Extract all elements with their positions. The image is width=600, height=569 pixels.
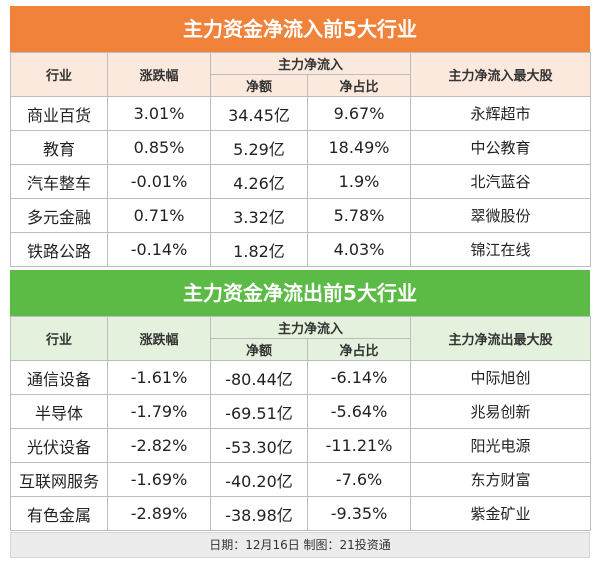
table-row: 通信设备 -1.61% -80.44亿 -6.14% 中际旭创 [10, 360, 592, 395]
ratio-cell: 4.03% [306, 232, 412, 267]
industry-cell: 半导体 [10, 394, 108, 429]
industry-cell: 汽车整车 [10, 164, 108, 199]
stock-cell: 中公教育 [410, 130, 592, 165]
industry-cell: 商业百货 [10, 96, 108, 131]
col-header-net-group: 主力净流入 [209, 52, 412, 75]
industry-cell: 多元金融 [10, 198, 108, 233]
col-header-top-stock: 主力净流入最大股 [410, 52, 592, 97]
col-header-change: 涨跌幅 [107, 52, 211, 97]
change-cell: -0.14% [107, 232, 211, 267]
stock-cell: 中际旭创 [410, 360, 592, 395]
col-header-change: 涨跌幅 [107, 316, 211, 361]
table-row: 汽车整车 -0.01% 4.26亿 1.9% 北汽蓝谷 [10, 164, 592, 199]
amount-cell: 1.82亿 [210, 232, 308, 267]
amount-cell: 5.29亿 [210, 130, 308, 165]
table-row: 有色金属 -2.89% -38.98亿 -9.35% 紫金矿业 [10, 496, 592, 531]
table-row: 教育 0.85% 5.29亿 18.49% 中公教育 [10, 130, 592, 165]
footer-credit: 日期：12月16日 制图：21投资通 [10, 532, 590, 558]
inflow-banner: 主力资金净流入前5大行业 [10, 6, 590, 52]
ratio-cell: 1.9% [306, 164, 412, 199]
ratio-cell: -11.21% [306, 428, 412, 463]
change-cell: -0.01% [107, 164, 211, 199]
ratio-cell: -6.14% [306, 360, 412, 395]
amount-cell: -69.51亿 [210, 394, 308, 429]
col-header-net-amount: 净额 [210, 74, 308, 97]
stock-cell: 紫金矿业 [410, 496, 592, 531]
stock-cell: 翠微股份 [410, 198, 592, 233]
amount-cell: -40.20亿 [210, 462, 308, 497]
amount-cell: 34.45亿 [210, 96, 308, 131]
industry-cell: 互联网服务 [10, 462, 108, 497]
ratio-cell: 5.78% [306, 198, 412, 233]
col-header-net-group: 主力净流入 [209, 316, 412, 339]
stock-cell: 锦江在线 [410, 232, 592, 267]
outflow-rows: 通信设备 -1.61% -80.44亿 -6.14% 中际旭创 半导体 -1.7… [10, 360, 592, 531]
table-row: 多元金融 0.71% 3.32亿 5.78% 翠微股份 [10, 198, 592, 233]
stock-cell: 兆易创新 [410, 394, 592, 429]
amount-cell: 4.26亿 [210, 164, 308, 199]
outflow-banner: 主力资金净流出前5大行业 [10, 270, 590, 316]
inflow-table: 行业 涨跌幅 主力净流入 主力净流入最大股 净额 净占比 商业百货 3.01% … [10, 52, 592, 267]
col-header-net-ratio: 净占比 [306, 338, 412, 361]
table-row: 光伏设备 -2.82% -53.30亿 -11.21% 阳光电源 [10, 428, 592, 463]
stock-cell: 东方财富 [410, 462, 592, 497]
table-row: 铁路公路 -0.14% 1.82亿 4.03% 锦江在线 [10, 232, 592, 267]
table-row: 半导体 -1.79% -69.51亿 -5.64% 兆易创新 [10, 394, 592, 429]
change-cell: 0.71% [107, 198, 211, 233]
stock-cell: 北汽蓝谷 [410, 164, 592, 199]
change-cell: -2.82% [107, 428, 211, 463]
table-row: 互联网服务 -1.69% -40.20亿 -7.6% 东方财富 [10, 462, 592, 497]
change-cell: -1.61% [107, 360, 211, 395]
amount-cell: -38.98亿 [210, 496, 308, 531]
stock-cell: 永辉超市 [410, 96, 592, 131]
amount-cell: 3.32亿 [210, 198, 308, 233]
change-cell: 3.01% [107, 96, 211, 131]
col-header-net-ratio: 净占比 [306, 74, 412, 97]
industry-cell: 教育 [10, 130, 108, 165]
col-header-top-stock: 主力净流出最大股 [410, 316, 592, 361]
col-header-industry: 行业 [10, 52, 108, 97]
ratio-cell: -9.35% [306, 496, 412, 531]
col-header-net-amount: 净额 [210, 338, 308, 361]
table-row: 商业百货 3.01% 34.45亿 9.67% 永辉超市 [10, 96, 592, 131]
stock-cell: 阳光电源 [410, 428, 592, 463]
industry-cell: 铁路公路 [10, 232, 108, 267]
ratio-cell: -5.64% [306, 394, 412, 429]
col-header-industry: 行业 [10, 316, 108, 361]
industry-cell: 有色金属 [10, 496, 108, 531]
amount-cell: -80.44亿 [210, 360, 308, 395]
ratio-cell: 18.49% [306, 130, 412, 165]
industry-cell: 光伏设备 [10, 428, 108, 463]
change-cell: 0.85% [107, 130, 211, 165]
ratio-cell: -7.6% [306, 462, 412, 497]
industry-cell: 通信设备 [10, 360, 108, 395]
change-cell: -1.69% [107, 462, 211, 497]
amount-cell: -53.30亿 [210, 428, 308, 463]
inflow-rows: 商业百货 3.01% 34.45亿 9.67% 永辉超市 教育 0.85% 5.… [10, 96, 592, 267]
change-cell: -1.79% [107, 394, 211, 429]
outflow-table: 行业 涨跌幅 主力净流入 主力净流出最大股 净额 净占比 通信设备 -1.61%… [10, 316, 592, 531]
change-cell: -2.89% [107, 496, 211, 531]
ratio-cell: 9.67% [306, 96, 412, 131]
